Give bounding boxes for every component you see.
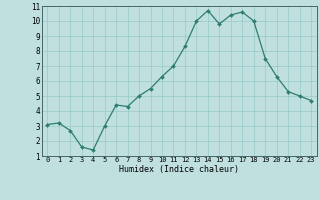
X-axis label: Humidex (Indice chaleur): Humidex (Indice chaleur) [119,165,239,174]
